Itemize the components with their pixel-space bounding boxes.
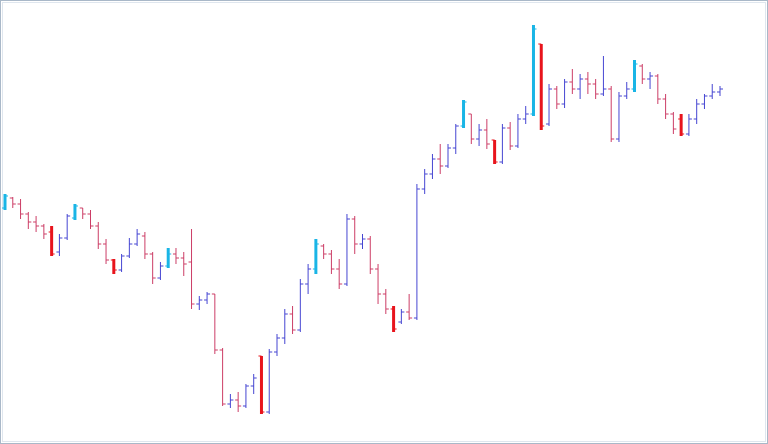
ohlc-bars — [2, 25, 723, 414]
